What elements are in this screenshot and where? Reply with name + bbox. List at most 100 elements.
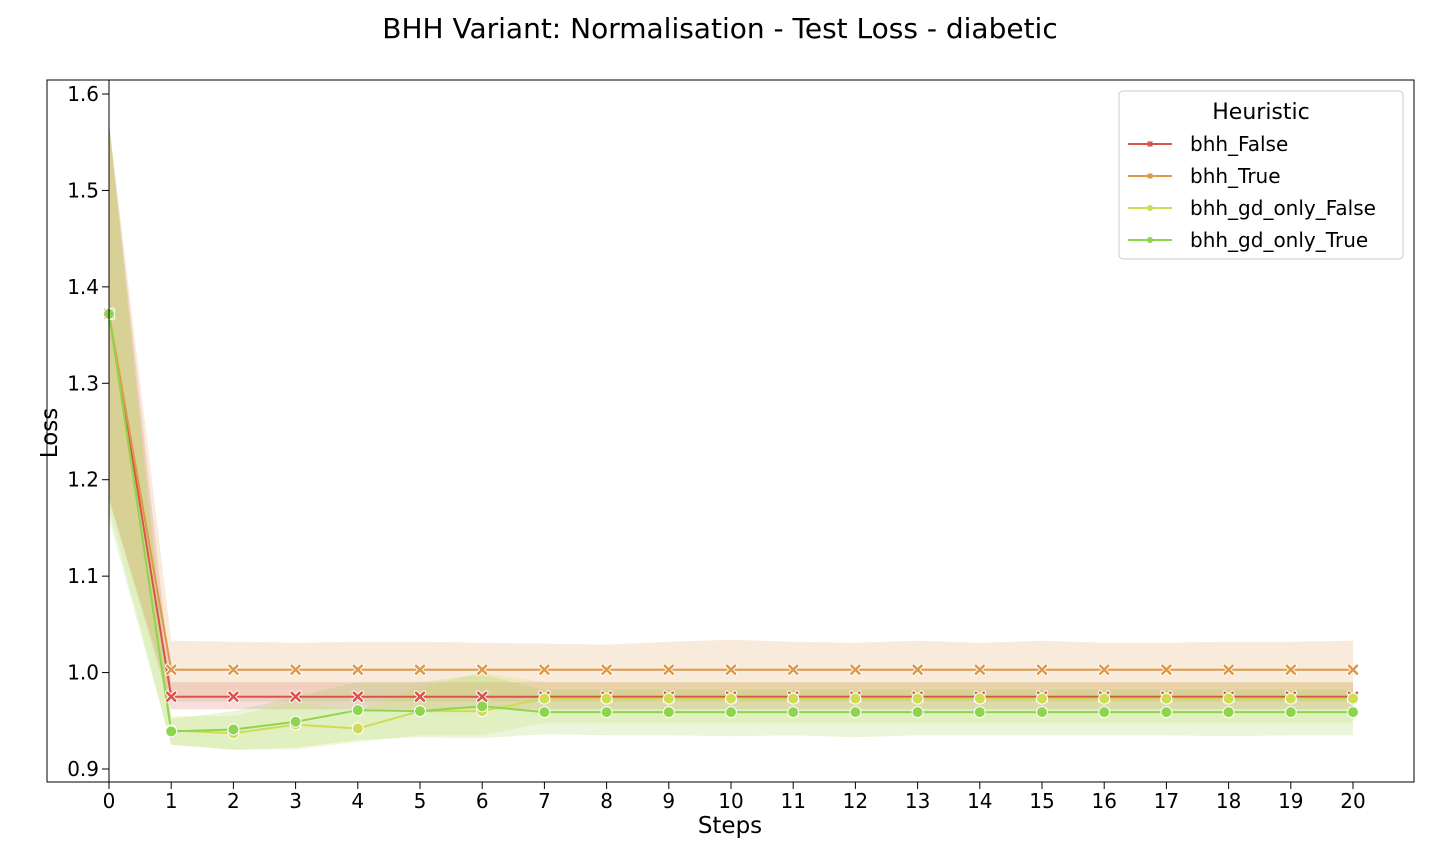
point-bhh_gd_only_True: [476, 700, 489, 713]
x-tick-label: 9: [662, 789, 675, 813]
point-bhh_False: [351, 690, 365, 703]
y-axis-label: Loss: [37, 408, 63, 458]
point-bhh_True: [600, 663, 613, 676]
point-bhh_False: [164, 690, 178, 703]
point-bhh_gd_only_False: [351, 722, 364, 735]
x-tick-label: 12: [843, 789, 868, 813]
point-bhh_True: [1346, 663, 1360, 676]
point-bhh_True: [475, 663, 489, 676]
point-bhh_gd_only_False: [787, 692, 800, 705]
point-bhh_gd_only_True: [600, 706, 613, 719]
point-bhh_False: [475, 690, 489, 703]
point-bhh_gd_only_True: [662, 706, 675, 719]
y-tick-label: 1.4: [67, 275, 99, 299]
point-bhh_gd_only_False: [1036, 692, 1048, 705]
point-bhh_True: [1284, 663, 1298, 676]
y-tick-label: 1.6: [67, 82, 99, 106]
point-bhh_gd_only_False: [1347, 692, 1359, 705]
legend-entry-bhh_gd_only_False: bhh_gd_only_False: [1128, 196, 1376, 220]
legend-box: [1118, 90, 1404, 260]
series-markers: [102, 307, 1360, 740]
point-bhh_gd_only_True: [787, 706, 800, 719]
x-tick-label: 8: [600, 789, 613, 813]
point-bhh_gd_only_False: [1160, 692, 1173, 705]
point-bhh_True: [724, 663, 738, 676]
x-tick-label: 14: [967, 789, 992, 813]
y-tick-label: 1.2: [67, 468, 99, 492]
point-bhh_gd_only_True: [351, 704, 364, 717]
point-bhh_gd_only_True: [1222, 706, 1235, 719]
legend-marker: [1147, 237, 1153, 243]
point-bhh_gd_only_False: [911, 692, 924, 705]
point-bhh_gd_only_False: [849, 692, 862, 705]
band-bhh_gd_only_False: [109, 122, 1353, 750]
point-bhh_gd_only_False: [725, 692, 737, 705]
point-bhh_gd_only_False: [1222, 692, 1235, 705]
point-bhh_True: [849, 663, 862, 676]
point-bhh_False: [227, 690, 240, 703]
point-bhh_gd_only_True: [289, 715, 302, 728]
x-tick-label: 11: [780, 789, 805, 813]
point-bhh_True: [227, 663, 240, 676]
x-tick-label: 10: [718, 789, 743, 813]
point-bhh_True: [973, 663, 987, 676]
legend-label: bhh_False: [1190, 132, 1288, 156]
point-bhh_False: [289, 690, 302, 703]
x-tick-label: 20: [1340, 789, 1365, 813]
point-bhh_gd_only_True: [538, 706, 551, 719]
y-tick-label: 1.3: [67, 371, 99, 395]
legend: Heuristic bhh_False bhh_True bhh_gd_only_F…: [1118, 90, 1404, 260]
point-bhh_True: [164, 663, 178, 676]
point-bhh_False: [413, 690, 427, 703]
confidence-bands: [109, 122, 1353, 750]
point-bhh_True: [1160, 663, 1173, 676]
legend-label: bhh_gd_only_False: [1190, 196, 1376, 220]
x-tick-label: 7: [538, 789, 551, 813]
point-bhh_gd_only_True: [165, 725, 178, 738]
point-bhh_True: [413, 663, 427, 676]
x-tick-label: 16: [1091, 789, 1116, 813]
point-bhh_gd_only_False: [1098, 692, 1111, 705]
legend-label: bhh_True: [1190, 164, 1281, 188]
legend-entry-bhh_False: bhh_False: [1128, 132, 1288, 156]
y-tick-label: 1.0: [67, 661, 99, 685]
legend-label: bhh_gd_only_True: [1190, 228, 1368, 252]
line-bhh_True: [108, 313, 1353, 671]
y-tick-label: 1.1: [67, 564, 99, 588]
x-axis: 0 1 2 3 4 5 6 7 8 9 10 11 12 13 14 15 16 17 18 19 20: [103, 782, 1366, 813]
band-bhh_True: [109, 122, 1353, 702]
point-bhh_gd_only_False: [973, 692, 986, 705]
y-tick-label: 0.9: [67, 757, 99, 781]
x-tick-label: 19: [1278, 789, 1303, 813]
point-bhh_gd_only_True: [1347, 706, 1359, 719]
point-bhh_gd_only_True: [973, 706, 986, 719]
point-bhh_gd_only_True: [1160, 706, 1173, 719]
point-bhh_True: [1097, 663, 1111, 676]
x-tick-label: 5: [414, 789, 427, 813]
point-bhh_gd_only_True: [227, 723, 240, 736]
x-tick-label: 13: [905, 789, 930, 813]
legend-entry-bhh_gd_only_True: bhh_gd_only_True: [1128, 228, 1368, 252]
point-bhh_gd_only_True: [911, 706, 924, 719]
x-tick-label: 3: [289, 789, 302, 813]
legend-entries: bhh_False bhh_True bhh_gd_only_False bhh_gd…: [1128, 132, 1376, 252]
point-bhh_gd_only_True: [1036, 706, 1048, 719]
legend-marker: [1147, 205, 1153, 211]
point-bhh_True: [1222, 663, 1235, 676]
point-bhh_True: [662, 663, 676, 676]
point-bhh_True: [911, 663, 924, 676]
point-bhh_gd_only_True: [1284, 706, 1297, 719]
x-axis-label: Steps: [698, 813, 762, 839]
point-bhh_gd_only_False: [538, 692, 551, 705]
point-bhh_True: [351, 663, 365, 676]
point-bhh_True: [786, 663, 800, 676]
point-bhh_gd_only_True: [725, 706, 737, 719]
point-bhh_gd_only_False: [1284, 692, 1297, 705]
y-axis: 0.9 1.0 1.1 1.2 1.3 1.4 1.5 1.6: [67, 80, 110, 782]
x-tick-label: 6: [476, 789, 489, 813]
point-bhh_True: [1035, 663, 1049, 676]
point-bhh_gd_only_True: [1098, 706, 1111, 719]
y-tick-label: 1.5: [67, 178, 99, 202]
legend-marker: [1147, 173, 1153, 179]
